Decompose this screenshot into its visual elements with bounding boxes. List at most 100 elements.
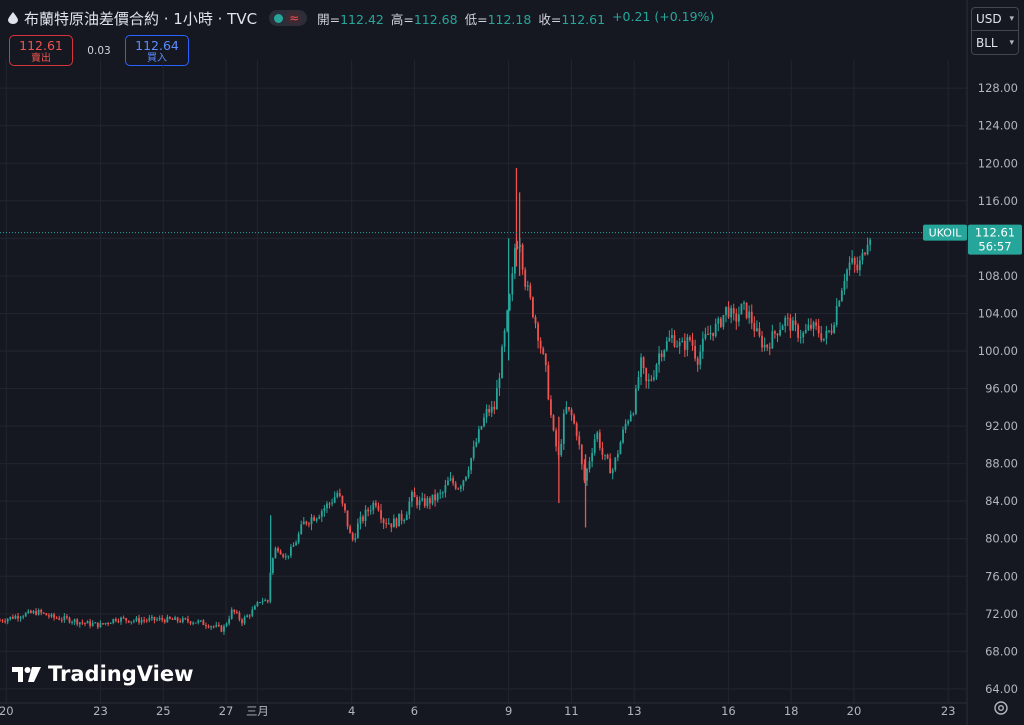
candle — [284, 553, 287, 560]
candle — [220, 624, 223, 633]
x-tick-label: 23 — [93, 704, 108, 718]
candle-body — [400, 513, 403, 521]
sell-button[interactable]: 112.61 賣出 — [9, 35, 73, 66]
candle-body — [869, 239, 872, 245]
candle-body — [45, 613, 48, 616]
candle — [359, 511, 362, 530]
candle — [457, 487, 460, 490]
candle — [560, 439, 563, 457]
tradingview-logo[interactable]: TradingView — [12, 662, 193, 686]
candle-body — [789, 318, 792, 331]
candle — [467, 466, 470, 479]
candle — [771, 324, 774, 349]
x-tick-label: 三月 — [246, 704, 269, 718]
candle — [465, 476, 467, 482]
candle — [127, 620, 130, 624]
candle — [588, 456, 591, 473]
candle — [817, 318, 820, 338]
candle-body — [130, 621, 133, 623]
candle-body — [390, 523, 393, 528]
settings-gear-icon[interactable] — [993, 700, 1009, 716]
candle — [452, 475, 455, 486]
candle-body — [792, 320, 794, 331]
candle-body — [544, 353, 547, 366]
candle-body — [653, 377, 655, 380]
candle-body — [421, 498, 424, 501]
candle — [441, 490, 444, 499]
candle-body — [60, 619, 63, 621]
candle-body — [840, 290, 843, 302]
candle — [385, 518, 388, 529]
candle-body — [315, 518, 318, 521]
candle-body — [439, 492, 442, 494]
symbol-tag — [923, 224, 967, 241]
sell-price: 112.61 — [19, 38, 63, 53]
candle-body — [583, 464, 586, 481]
y-tick-label: 84.00 — [985, 494, 1018, 508]
candle — [753, 316, 756, 338]
candle — [768, 342, 771, 356]
candle-body — [833, 324, 836, 333]
candle — [140, 617, 143, 625]
y-tick-label: 116.00 — [978, 194, 1018, 208]
candle — [181, 616, 184, 624]
y-tick-label: 68.00 — [985, 644, 1018, 658]
candle — [586, 467, 588, 486]
candle-body — [114, 618, 117, 621]
candle — [843, 273, 846, 295]
candle — [436, 492, 439, 503]
y-tick-label: 120.00 — [978, 156, 1018, 170]
y-tick-label: 88.00 — [985, 457, 1018, 471]
buy-button[interactable]: 112.64 買入 — [125, 35, 189, 66]
candle-body — [135, 617, 138, 621]
candle-body — [807, 324, 810, 330]
candle — [580, 444, 583, 470]
candle-body — [768, 347, 771, 349]
candle-body — [174, 617, 176, 620]
candle — [830, 323, 833, 336]
candle — [459, 484, 462, 493]
candle — [207, 624, 210, 629]
market-status-badge[interactable]: ≈ — [269, 10, 308, 26]
candle-body — [418, 500, 421, 506]
candle — [575, 421, 578, 441]
candle-body — [42, 612, 45, 614]
candle-body — [858, 260, 861, 271]
candle — [555, 427, 557, 452]
candle-body — [63, 616, 66, 620]
currency-select[interactable]: USD ▾ — [971, 7, 1019, 31]
candle-body — [48, 615, 50, 617]
candle — [189, 620, 192, 626]
candle — [158, 615, 161, 622]
candle — [171, 617, 174, 620]
candle — [362, 514, 364, 524]
x-tick-label: 27 — [219, 704, 234, 718]
candle — [593, 433, 596, 456]
candle-body — [753, 323, 756, 332]
candle-body — [506, 310, 509, 331]
candle — [786, 313, 789, 327]
candle — [683, 333, 686, 358]
candle — [761, 331, 763, 352]
candle-body — [864, 252, 866, 255]
candle — [143, 616, 146, 624]
candle-body — [604, 454, 606, 456]
candle — [253, 604, 256, 610]
candle — [27, 609, 30, 614]
symbol-title[interactable]: 布蘭特原油差價合約 · 1小時 · TVC — [24, 9, 258, 28]
candle-body — [472, 446, 475, 459]
logo-text: TradingView — [48, 662, 194, 686]
candle — [261, 597, 264, 605]
candle — [812, 320, 815, 337]
low-value: 112.18 — [487, 11, 532, 27]
candle — [624, 419, 627, 434]
candle-body — [202, 620, 205, 626]
candle-body — [181, 618, 184, 623]
candle — [395, 517, 398, 529]
candle-body — [462, 480, 465, 487]
candle — [725, 306, 727, 323]
candle-body — [627, 420, 630, 424]
candle-body — [707, 334, 709, 336]
unit-select[interactable]: BLL ▾ — [971, 31, 1019, 55]
